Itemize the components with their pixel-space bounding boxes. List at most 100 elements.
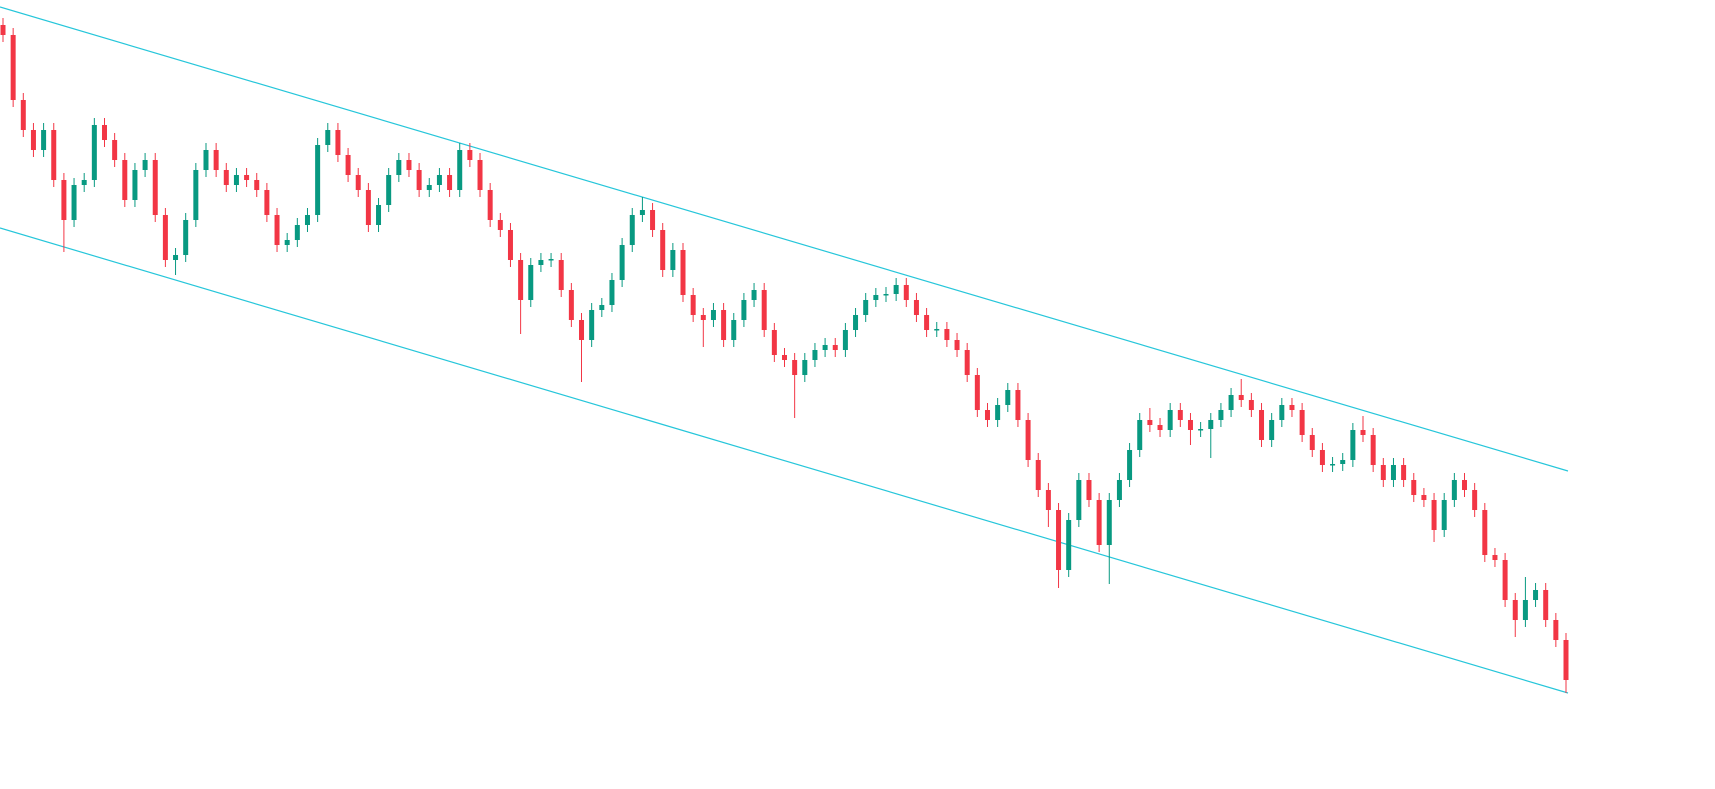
candle	[365, 183, 371, 232]
candle	[832, 338, 838, 357]
candle-body	[1319, 450, 1325, 465]
candle	[152, 153, 158, 222]
candle	[619, 238, 625, 287]
candle-body	[162, 215, 168, 260]
candle	[284, 233, 290, 252]
candle-body	[1269, 420, 1275, 440]
candle	[132, 163, 138, 207]
candle	[254, 173, 260, 197]
candle	[1390, 458, 1396, 487]
candle-body	[964, 350, 970, 375]
candle	[1198, 422, 1204, 437]
candle	[924, 308, 930, 337]
candle	[91, 118, 97, 187]
candle	[325, 123, 331, 152]
candle	[406, 153, 412, 177]
candle-body	[345, 155, 351, 175]
candle	[650, 203, 656, 237]
candle-body	[568, 290, 574, 320]
candle	[355, 168, 361, 197]
candle	[386, 168, 392, 212]
candle	[1045, 483, 1051, 527]
candle-body	[639, 210, 645, 215]
candle-body	[741, 300, 747, 320]
candle-body	[1076, 480, 1082, 520]
candle	[883, 287, 889, 302]
candle-body	[1451, 480, 1457, 500]
candle	[1259, 403, 1265, 447]
candle-body	[365, 190, 371, 225]
candle	[304, 208, 310, 232]
candle-body	[1025, 420, 1031, 460]
candle-body	[873, 295, 879, 300]
candle-body	[1056, 510, 1062, 570]
candle	[609, 273, 615, 312]
candle	[1482, 503, 1488, 562]
candle-body	[599, 305, 605, 310]
candle-body	[984, 410, 990, 420]
candle-body	[1086, 480, 1092, 500]
candle	[477, 153, 483, 197]
candle-body	[1137, 420, 1143, 450]
candle	[1228, 388, 1234, 417]
candle-body	[1218, 410, 1224, 420]
candle-body	[619, 245, 625, 280]
candle	[1035, 453, 1041, 497]
candle-body	[548, 259, 554, 261]
candle	[1248, 393, 1254, 417]
candle-body	[1401, 465, 1407, 480]
candle	[558, 253, 564, 297]
candle	[1360, 416, 1366, 442]
candle	[1116, 473, 1122, 507]
candle-body	[903, 285, 909, 300]
candle-body	[30, 130, 36, 150]
candle-body	[507, 230, 513, 260]
candle	[335, 123, 341, 162]
candle	[893, 278, 899, 301]
candle-body	[41, 130, 47, 150]
candle-body	[335, 130, 341, 155]
candle	[1269, 413, 1275, 447]
candle	[497, 213, 503, 237]
candle	[964, 343, 970, 382]
candle-body	[91, 125, 97, 180]
candle	[1177, 403, 1183, 427]
candle-body	[721, 310, 727, 340]
candle	[812, 343, 818, 367]
candle-body	[1411, 480, 1417, 495]
candle-body	[0, 25, 6, 35]
candle-body	[436, 175, 442, 185]
candle-body	[853, 315, 859, 330]
candle	[1563, 633, 1569, 693]
candle	[1157, 418, 1163, 437]
candle-body	[487, 190, 493, 220]
candle-body	[1259, 410, 1265, 440]
candle-body	[1106, 500, 1112, 545]
candle	[761, 283, 767, 337]
candle	[1208, 413, 1214, 458]
candle	[1441, 493, 1447, 537]
candle-body	[1015, 390, 1021, 420]
candle-body	[731, 320, 737, 340]
candle	[213, 143, 219, 177]
candle-body	[1421, 495, 1427, 500]
candle-body	[1147, 420, 1153, 425]
candle	[81, 173, 87, 192]
candle-body	[497, 220, 503, 230]
candle	[690, 288, 696, 322]
candle-body	[1005, 390, 1011, 405]
candle	[731, 313, 737, 347]
candle	[842, 323, 848, 357]
candle-body	[1482, 510, 1488, 555]
candle	[751, 283, 757, 307]
candle-body	[812, 350, 818, 360]
candle-body	[101, 125, 107, 140]
candle-body	[680, 250, 686, 295]
channel-lower-line	[0, 227, 1569, 694]
candle-body	[467, 150, 473, 160]
candle	[710, 303, 716, 327]
candle	[903, 278, 909, 307]
candle-body	[1309, 435, 1315, 450]
candle-body	[355, 175, 361, 190]
candle-body	[1035, 460, 1041, 490]
